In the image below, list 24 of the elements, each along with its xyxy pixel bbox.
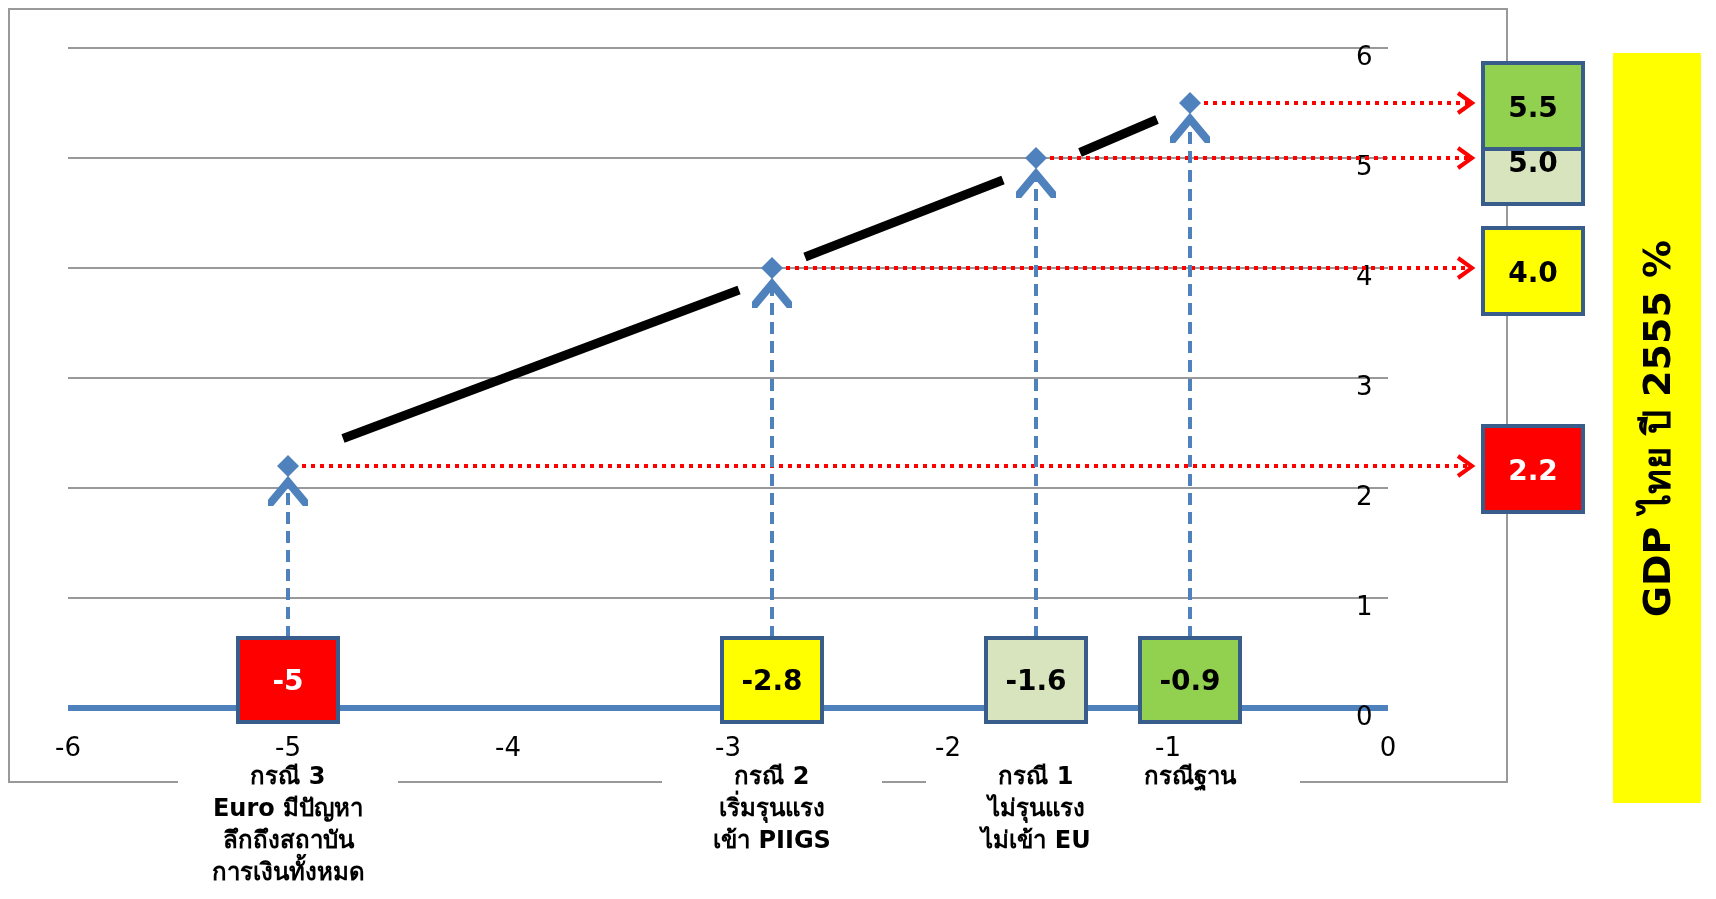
text: กรณี 2 เริ่มรุนแรง เข้า PIIGS (662, 760, 882, 856)
x-tick-label: -1 (1155, 732, 1181, 763)
ref-line-label: 5.5 (1508, 91, 1558, 124)
text: กรณีฐาน (1080, 760, 1300, 792)
x-tick-label: -5 (275, 732, 301, 763)
y-tick-label: 6 (1356, 41, 1373, 72)
annotation: -5 (272, 664, 304, 697)
annotation: -2.8 (741, 664, 803, 697)
ref-line-label: 2.2 (1508, 454, 1558, 487)
x-tick-label: 0 (1379, 732, 1397, 763)
x-tick-label: -2 (935, 732, 961, 763)
y-tick-label: 3 (1356, 371, 1373, 402)
x-tick-label: -4 (495, 732, 521, 763)
y-tick-label: 0 (1356, 701, 1373, 732)
annotation: -0.9 (1159, 664, 1221, 697)
annotation: -1.6 (1005, 664, 1067, 697)
y-tick-label: 1 (1356, 591, 1373, 622)
ref-line-label: 4.0 (1508, 256, 1558, 289)
y-tick-label: 2 (1356, 481, 1373, 512)
x-tick-label: -6 (55, 732, 81, 763)
text: GDP ไทย ปี 2555 % (1634, 239, 1681, 617)
text: กรณี 3 Euro มีปัญหา ลึกถึงสถาบัน การเงินทั้งหมด (178, 760, 398, 888)
x-tick-label: -3 (715, 732, 741, 763)
ref-line-label: 5.0 (1508, 146, 1558, 179)
